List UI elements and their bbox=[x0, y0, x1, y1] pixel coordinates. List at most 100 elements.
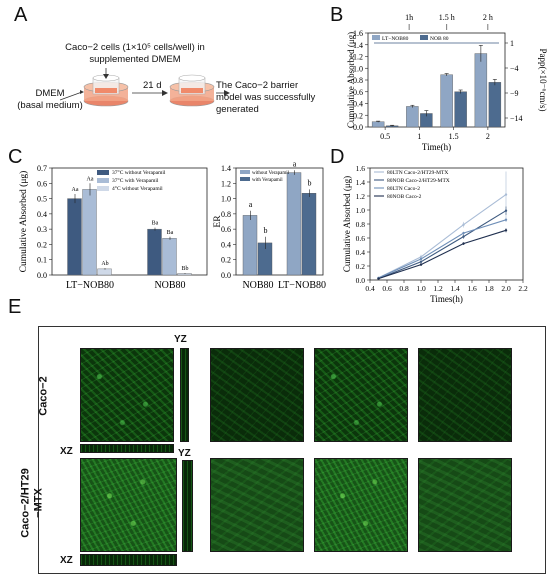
legend-label: NOB 80 bbox=[430, 36, 449, 42]
y-tick-label: 1.4 bbox=[353, 41, 363, 50]
data-point bbox=[504, 193, 508, 196]
bar-with Verapamil bbox=[257, 242, 273, 276]
significance-letter: Ba bbox=[152, 221, 159, 227]
legend-label: 4°C without Verapamil bbox=[112, 185, 163, 192]
micrograph-coculture-3 bbox=[314, 458, 408, 552]
legend-label: 80NOB Caco-2 bbox=[387, 194, 422, 200]
y-tick-label: 0.6 bbox=[37, 179, 47, 188]
y-tick-label: 0.4 bbox=[353, 100, 363, 109]
y-tick-label: 0.8 bbox=[221, 210, 231, 219]
legend-label: without Verapamil bbox=[252, 171, 290, 176]
row2-label-line2: −MTX bbox=[32, 488, 45, 518]
micrograph-coculture-2 bbox=[210, 458, 304, 552]
y-axis-label: Cumulative Absorbed (μg) bbox=[346, 32, 356, 128]
bar-4°C without Verapamil bbox=[177, 273, 192, 276]
time-label: 1.5 h bbox=[439, 13, 455, 22]
x-tick-label: LT−NOB80 bbox=[278, 280, 326, 291]
x-tick-label: 1 bbox=[417, 132, 421, 141]
legend-swatch bbox=[97, 178, 109, 183]
y-tick-label: 1.6 bbox=[353, 29, 363, 38]
data-point bbox=[504, 209, 508, 212]
time-label: 1h bbox=[405, 13, 413, 22]
dmem-line2: (basal medium) bbox=[17, 100, 83, 111]
y-tick-label: 1.0 bbox=[221, 195, 231, 204]
x-axis-label: Times(h) bbox=[430, 294, 463, 304]
x-tick-label: 2.2 bbox=[518, 284, 528, 293]
micrograph-coculture-yz bbox=[182, 460, 193, 552]
y-tick-label: 1.4 bbox=[221, 164, 231, 173]
x-tick-label: 1.8 bbox=[484, 284, 494, 293]
x-tick-label: NOB80 bbox=[242, 280, 273, 291]
y-axis-label: Cumulative Absorbed (μg) bbox=[18, 171, 29, 273]
y-tick-label: 0.2 bbox=[221, 256, 231, 265]
x-tick-label: 1.5 bbox=[449, 132, 459, 141]
y-tick-label: 0.2 bbox=[37, 240, 47, 249]
plot-frame bbox=[235, 167, 324, 276]
panel-a-letter: A bbox=[14, 4, 28, 26]
result-line2: model was successfully bbox=[216, 92, 316, 103]
y-axis-label: ER bbox=[213, 215, 223, 228]
culture-dish-2 bbox=[169, 74, 215, 107]
series-line-80LTN Caco-2 bbox=[378, 219, 507, 279]
result-line3: generated bbox=[216, 104, 259, 115]
arrow-dmem bbox=[59, 91, 83, 101]
y-tick-label: 1.6 bbox=[356, 164, 366, 173]
legend-label: 80LTN Caco-2 bbox=[387, 186, 420, 192]
cell-text-line1: Caco−2 cells (1×10⁵ cells/well) in bbox=[65, 42, 205, 53]
legend-swatch bbox=[240, 170, 250, 174]
panel-b-letter: B bbox=[330, 4, 344, 26]
y-tick-label: 1.2 bbox=[353, 53, 363, 62]
x-tick-label: LT−NOB80 bbox=[66, 280, 114, 291]
row2-label: Caco−2/HT29 −MTX bbox=[20, 468, 80, 537]
panel-a-cell-text: Caco−2 cells (1×10⁵ cells/well) in suppl… bbox=[60, 42, 210, 66]
micrograph-caco2-2 bbox=[210, 348, 304, 442]
micrograph-coculture-4 bbox=[418, 458, 512, 552]
panel-e-letter: E bbox=[8, 296, 22, 318]
y-tick-label: 0.6 bbox=[356, 234, 366, 243]
y-tick-label: 0.5 bbox=[37, 195, 47, 204]
bar-with Verapamil bbox=[301, 193, 317, 276]
legend-label: with Verapamil bbox=[252, 178, 283, 183]
row2-label-line1: Caco−2/HT29 bbox=[19, 468, 32, 538]
series-line-80NOB Caco-2 bbox=[378, 229, 507, 280]
plot-frame bbox=[51, 167, 208, 276]
data-point bbox=[504, 229, 508, 232]
x-tick-label: 1.0 bbox=[416, 284, 426, 293]
y-tick-label: 0.4 bbox=[221, 240, 231, 249]
significance-letter: Ba bbox=[167, 230, 174, 236]
culture-dish-1 bbox=[83, 74, 129, 107]
y2-tick-label: 1 bbox=[510, 39, 514, 48]
y-tick-label: 0.2 bbox=[353, 111, 363, 120]
xz-label-top: XZ bbox=[60, 446, 73, 457]
bar-37°C without Verapamil bbox=[67, 198, 82, 276]
series-line-80LTN Caco-2/HT29-MTX bbox=[378, 194, 507, 279]
y-tick-label: 0.6 bbox=[353, 88, 363, 97]
row1-label-text: Caco−2 bbox=[37, 376, 50, 416]
legend-label: LT−NOB80 bbox=[382, 36, 409, 42]
x-tick-label: 2.0 bbox=[501, 284, 511, 293]
y-tick-label: 1.0 bbox=[353, 64, 363, 73]
significance-letter: b bbox=[308, 178, 312, 187]
significance-letter: a bbox=[293, 159, 297, 168]
legend-label: 37°C without Verapamil bbox=[112, 169, 166, 176]
y-tick-label: 0.0 bbox=[356, 276, 366, 285]
significance-letter: b bbox=[264, 226, 268, 235]
data-point bbox=[462, 235, 465, 238]
y-tick-label: 0.1 bbox=[37, 256, 47, 265]
legend-swatch bbox=[97, 170, 109, 175]
series-line-80NOB Caco-2/HT29-MTX bbox=[378, 210, 507, 280]
significance-letter: Ab bbox=[101, 261, 108, 267]
row1-label: Caco−2 bbox=[34, 376, 74, 420]
x-tick-label: 0.6 bbox=[382, 284, 392, 293]
legend-swatch bbox=[420, 35, 428, 40]
x-tick-label: 2 bbox=[486, 132, 490, 141]
y-tick-label: 0.3 bbox=[37, 225, 47, 234]
y-tick-label: 0.7 bbox=[37, 164, 47, 173]
y-tick-label: 1.4 bbox=[356, 178, 366, 187]
y2-axis-label: Papp(×10⁻⁶cm/s) bbox=[538, 49, 548, 112]
y-tick-label: 0.4 bbox=[356, 248, 366, 257]
micrograph-caco2-yz bbox=[180, 348, 189, 442]
bar-without Verapamil bbox=[286, 172, 302, 276]
